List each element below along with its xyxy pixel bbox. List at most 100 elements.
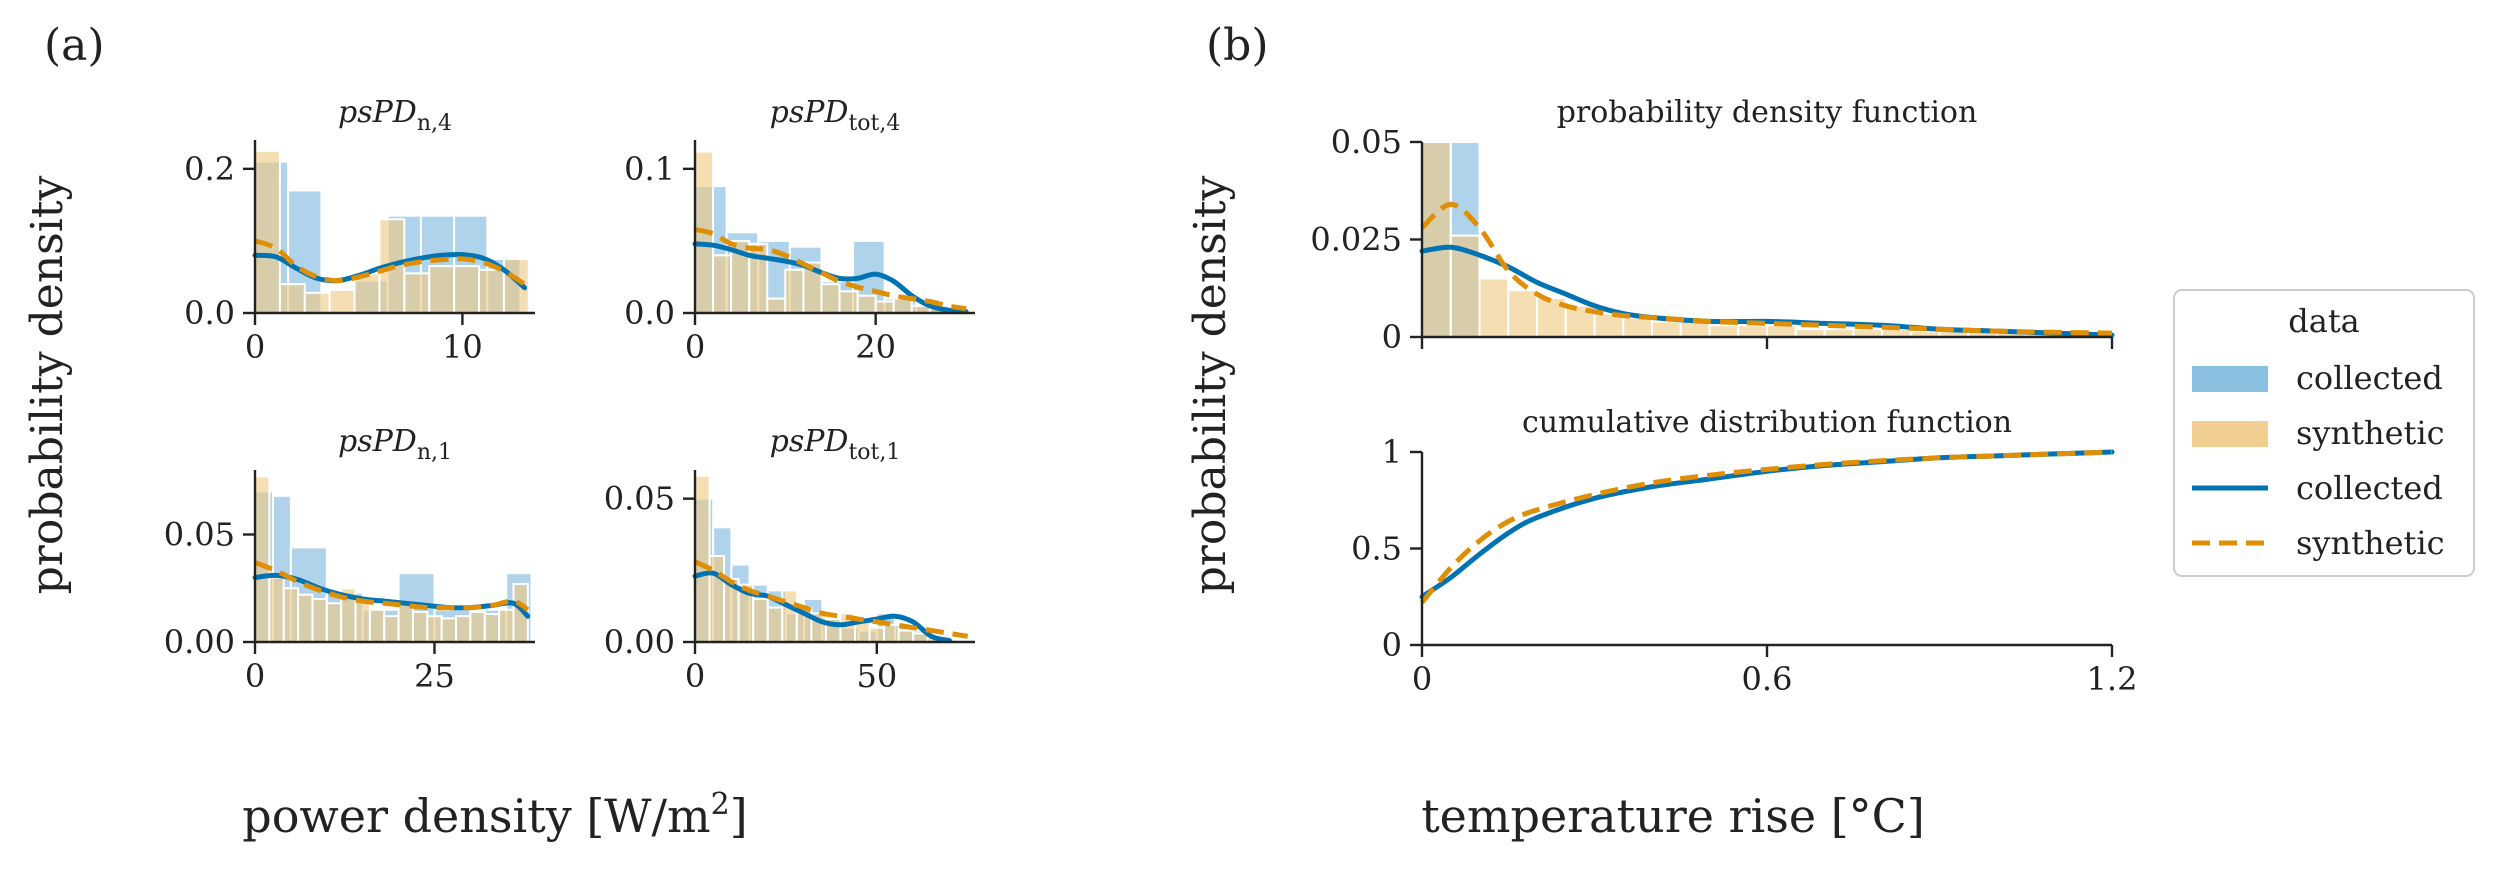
hist-bar-synthetic (1421, 141, 1452, 338)
y-tick-label: 0.00 (164, 623, 235, 661)
kde-line-collected (692, 570, 952, 644)
hist-bar-synthetic (820, 283, 841, 314)
hist-bar-synthetic (353, 272, 381, 314)
hist-bar-synthetic (868, 626, 886, 644)
y-tick-label: 0.05 (164, 516, 235, 554)
hist-bar-synthetic (328, 288, 356, 314)
a-x-axis-label-suffix: ] (730, 789, 748, 843)
hist-bar-synthetic (403, 272, 431, 314)
legend-label: collected (2296, 359, 2443, 397)
hist-bar-synthetic (1478, 277, 1510, 338)
x-tick-label: 0 (1412, 660, 1432, 698)
b-y-axis-label: probability density (1185, 175, 1236, 594)
hist-bar-synthetic (694, 474, 711, 643)
subplot-title-base: psPD (770, 95, 849, 130)
subplot-title-sub: tot,1 (848, 440, 900, 465)
hist-bar-synthetic (453, 265, 481, 315)
x-tick-label: 10 (442, 328, 483, 366)
a-y-axis-label: probability density (22, 175, 73, 594)
a-x-axis-label-main: power density [W/m (242, 789, 710, 843)
hist-bar-synthetic (1737, 324, 1768, 338)
kde-line-synthetic (694, 226, 967, 312)
subplot-psPD-n4: psPDn,4 0 10 0.0 0.2 (184, 95, 535, 366)
hist-bar-synthetic (426, 615, 443, 644)
subplot-title-base: psPD (338, 424, 417, 459)
hist-bar-synthetic (440, 617, 458, 643)
legend-swatch-hist-synthetic (2192, 421, 2268, 447)
hist-bar-synthetic (428, 265, 456, 315)
panel-label-a: (a) (44, 20, 105, 71)
hist-bar-synthetic (1651, 320, 1682, 338)
hist-bar-synthetic (254, 149, 281, 314)
y-tick-label: 0.0 (624, 294, 675, 332)
subplot-title: psPDn,4 (338, 95, 452, 136)
hist-bar-synthetic (368, 608, 386, 643)
kde-line-synthetic (693, 559, 969, 639)
a-x-axis-label-sup: 2 (711, 787, 730, 822)
hist-bar-synthetic (781, 589, 798, 644)
hist-bar-synthetic (897, 629, 915, 643)
hist-bar-synthetic (411, 610, 429, 644)
hist-bar-synthetic (311, 598, 328, 643)
hist-bar-synthetic (397, 602, 414, 643)
x-tick-label: 0 (245, 657, 265, 695)
hist-bar-synthetic (282, 587, 300, 643)
hist-bar-synthetic (469, 610, 486, 644)
x-tick-label: 1.2 (2087, 660, 2138, 698)
hist-bar-synthetic (1766, 324, 1797, 338)
cdf-line-synthetic (1420, 449, 2113, 605)
hist-bar-synthetic (708, 555, 726, 643)
legend-title: data (2288, 302, 2360, 340)
legend-items: collected synthetic collected synthetic (2192, 359, 2445, 562)
hist-bar-synthetic (483, 613, 501, 643)
subplot-title-sub: n,4 (417, 111, 452, 136)
kde-line-collected (252, 251, 528, 291)
hist-bar-synthetic (383, 615, 400, 644)
subplot-title: cumulative distribution function (1522, 405, 2012, 440)
subplot-title-base: psPD (338, 95, 417, 130)
hist-bar-synthetic (354, 598, 371, 643)
y-tick-label: 1 (1382, 433, 1402, 471)
x-tick-label: 0 (245, 328, 265, 366)
y-tick-label: 0.1 (624, 150, 675, 188)
a-x-axis-label: power density [W/m2] (242, 787, 747, 843)
legend: data collected synthetic collected syntheti… (2173, 289, 2475, 577)
subplot-title: psPDtot,1 (770, 424, 901, 465)
y-tick-label: 0.2 (184, 150, 235, 188)
kde-line-synthetic (254, 238, 526, 287)
subplot-title-sub: n,1 (417, 440, 452, 465)
subplot-psPD-n1: psPDn,1 0 25 0.00 0.05 (164, 424, 535, 695)
legend-frame (2173, 289, 2475, 577)
x-tick-label: 0 (685, 328, 705, 366)
b-x-axis-label: temperature rise [°C] (1421, 789, 1925, 843)
hist-bar-synthetic (712, 254, 733, 314)
legend-swatch-hist-collected (2192, 366, 2268, 392)
subplot-title: psPDtot,4 (770, 95, 901, 136)
hist-bar-synthetic (478, 268, 505, 314)
hist-bar-synthetic (874, 300, 895, 315)
hist-bar-synthetic (854, 620, 871, 644)
hist-bar-synthetic (1708, 324, 1740, 338)
cdf-line-collected (1419, 449, 2115, 600)
x-tick-label: 0 (685, 657, 705, 695)
y-tick-label: 0.05 (604, 480, 675, 518)
subplot-title-sub: tot,4 (848, 111, 900, 136)
hist-bar-synthetic (498, 608, 515, 643)
subplot-cdf: cumulative distribution function 0 0.6 1.2 0… (1351, 405, 2137, 698)
x-tick-label: 0.6 (1742, 660, 1793, 698)
hist-bar-synthetic (892, 297, 913, 315)
hist-bar-synthetic (325, 602, 343, 643)
legend-label: synthetic (2296, 524, 2445, 562)
hist-bar-synthetic (303, 291, 331, 315)
hist-bar-synthetic (297, 593, 314, 644)
hist-bar-synthetic (502, 257, 530, 314)
y-tick-label: 0.025 (1310, 221, 1402, 259)
y-tick-label: 0.00 (604, 623, 675, 661)
subplot-title-base: psPD (770, 424, 849, 459)
subplot-title: probability density function (1557, 95, 1978, 130)
hist-bar-synthetic (1622, 316, 1653, 338)
hist-bar-synthetic (883, 623, 900, 643)
y-tick-label: 0.0 (184, 294, 235, 332)
legend-label: collected (2296, 469, 2443, 507)
hist-bar-synthetic (766, 606, 784, 643)
